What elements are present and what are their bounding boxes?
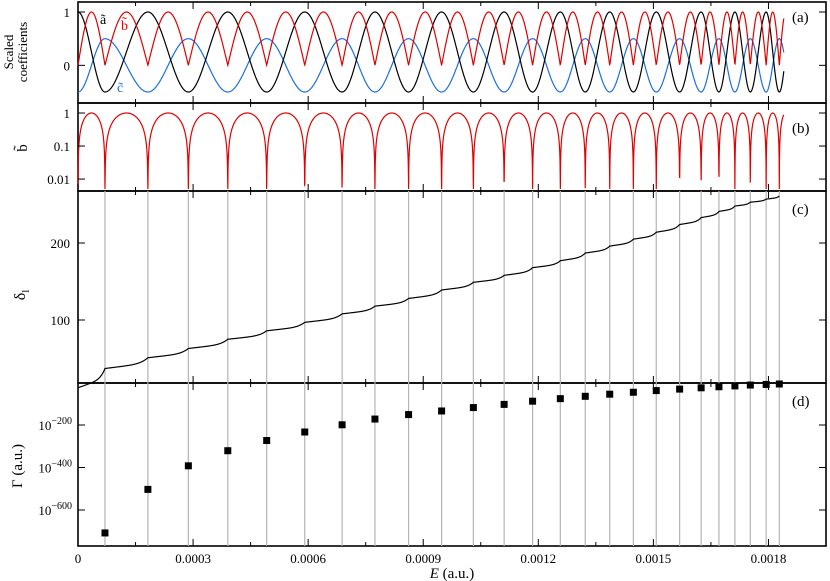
panel-b-line: [77, 112, 785, 190]
x-tick-label-1: 0.0003: [175, 551, 211, 566]
gamma-point-11: [469, 404, 477, 412]
series-c-label: c̃: [117, 81, 123, 96]
panel-c-plot: [77, 195, 780, 389]
d-y-1-label: 10−400: [38, 459, 72, 476]
panel-c-ylabel-sub: l: [20, 290, 32, 293]
x-tick-label-0: 0: [75, 551, 82, 566]
gamma-point-15: [581, 392, 589, 400]
d-y-0-label-base: 10: [38, 418, 51, 433]
gamma-point-2: [144, 485, 152, 493]
axis-ticks: 0 0.0003 0.0006 0.0009 0.0012 0.0015 0.0018101…: [38, 2, 827, 566]
gamma-point-9: [405, 411, 413, 419]
panel-c-ylabel-main: δ: [12, 293, 29, 301]
c-y-200-label: 200: [51, 236, 71, 251]
gamma-point-7: [338, 421, 346, 429]
gamma-point-19: [676, 385, 684, 393]
panel-d-plot: [101, 380, 783, 537]
gamma-point-6: [301, 428, 309, 436]
panel-a-label: (a): [792, 10, 809, 26]
series-c-line: [77, 38, 785, 93]
x-axis-label: E (a.u.): [429, 566, 475, 581]
panel-a-ylabel-line2: coefficients: [15, 22, 30, 82]
d-y-0-label-exp: −200: [51, 416, 72, 427]
x-axis-label-main: E: [429, 566, 439, 581]
panel-a-ylabel-line1: Scaled: [1, 34, 16, 69]
panel-c-frame: [77, 190, 827, 384]
d-y-1-label-base: 10: [38, 461, 51, 476]
a-y-1-label: 1: [64, 5, 71, 20]
d-y-1-label-exp: −400: [51, 459, 72, 470]
gamma-point-20: [697, 384, 705, 392]
gamma-point-10: [438, 407, 446, 415]
series-b-line: [77, 11, 785, 68]
d-y-2-label: 10−600: [38, 501, 72, 518]
gamma-point-21: [715, 383, 723, 391]
gamma-point-16: [606, 390, 614, 398]
x-tick-label-2: 0.0006: [290, 551, 326, 566]
series-a-line: [77, 11, 785, 93]
gamma-point-22: [731, 382, 739, 390]
gamma-point-12: [500, 400, 508, 408]
x-tick-label-4: 0.0012: [520, 551, 556, 566]
gamma-point-13: [529, 397, 537, 405]
gamma-point-17: [629, 388, 637, 396]
panel-d-frame: [77, 382, 827, 547]
series-b-label: b̃: [121, 17, 128, 34]
b-y-0p1-label: 0.1: [54, 139, 70, 154]
gamma-point-25: [775, 380, 783, 388]
panel-c-ylabel: δl: [12, 290, 32, 301]
panel-b-ylabel: b̃: [13, 144, 31, 152]
a-y-0-label: 0: [64, 58, 71, 73]
d-y-2-label-base: 10: [38, 503, 51, 518]
gamma-point-8: [371, 415, 379, 423]
gamma-point-5: [263, 437, 271, 445]
resonance-guide-lines: [104, 191, 780, 546]
d-y-0-label: 10−200: [38, 416, 72, 433]
panel-b-plot: [77, 112, 785, 190]
series-a-label: ã: [100, 13, 107, 28]
gamma-point-3: [184, 462, 192, 470]
panel-b-label: (b): [792, 121, 810, 137]
panel-a-plot: [77, 11, 785, 93]
b-y-1-label: 1: [64, 106, 71, 121]
d-y-2-label-exp: −600: [51, 501, 72, 512]
gamma-point-4: [224, 447, 232, 455]
panel-a-frame: [77, 1, 827, 104]
gamma-point-14: [556, 395, 564, 403]
gamma-point-18: [652, 387, 660, 395]
panel-c-label: (c): [792, 202, 809, 218]
panel-d-label: (d): [792, 394, 810, 410]
gamma-point-23: [746, 381, 754, 389]
x-axis-label-unit: (a.u.): [439, 566, 474, 581]
panel-c-line: [77, 195, 780, 389]
x-tick-label-3: 0.0009: [405, 551, 441, 566]
x-tick-label-5: 0.0015: [636, 551, 672, 566]
gamma-point-1: [101, 529, 109, 537]
gamma-point-24: [762, 380, 770, 388]
panel-d-ylabel: Γ (a.u.): [10, 444, 26, 488]
b-y-0p01-label: 0.01: [47, 172, 70, 187]
x-tick-label-6: 0.0018: [751, 551, 787, 566]
c-y-100-label: 100: [51, 313, 71, 328]
